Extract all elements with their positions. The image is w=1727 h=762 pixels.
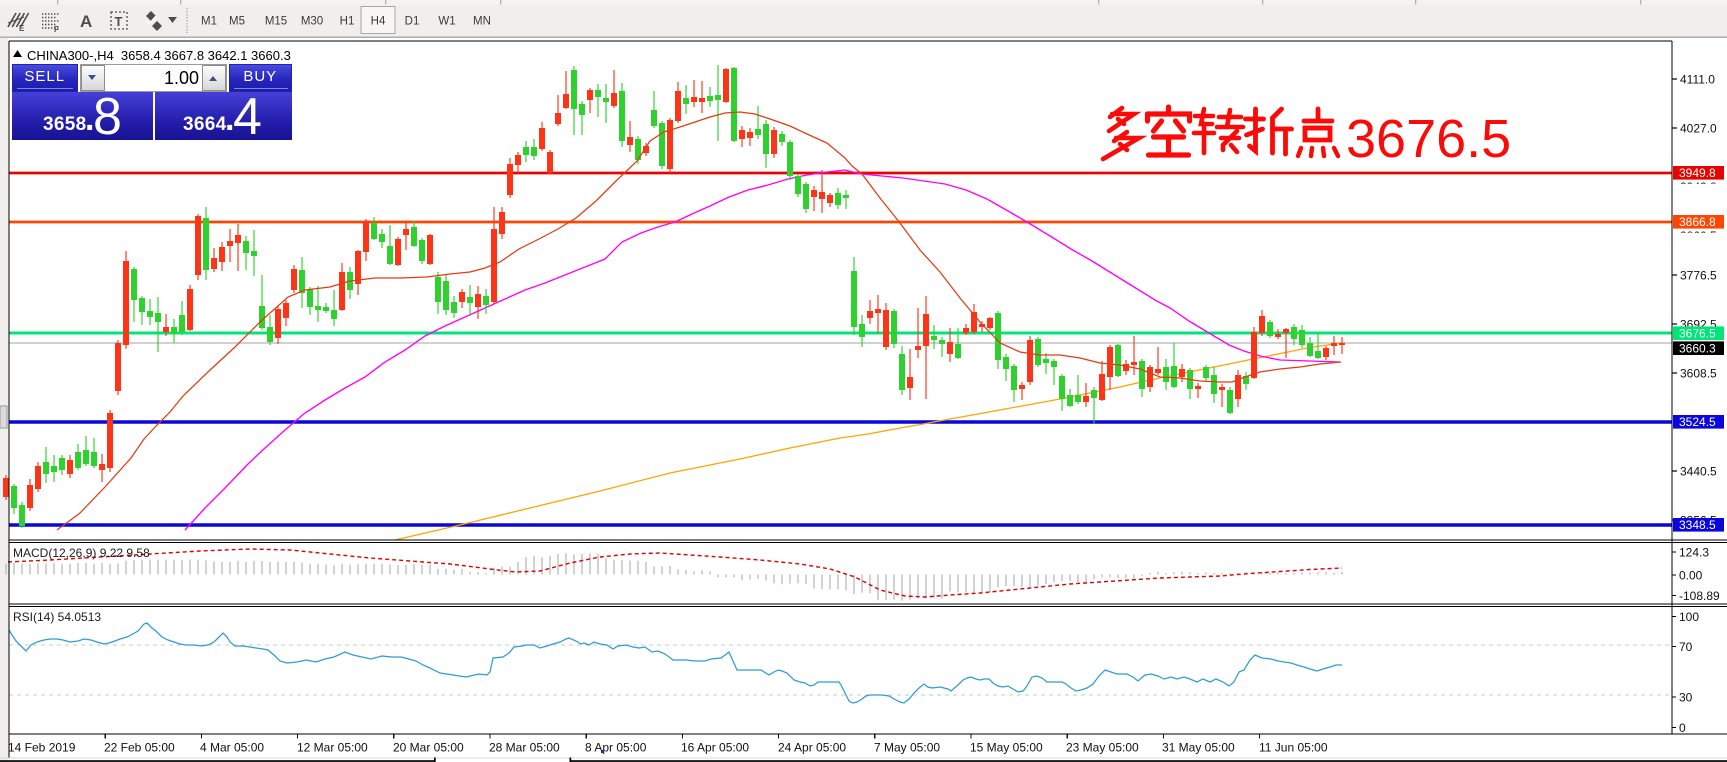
svg-text:3776.5: 3776.5	[1680, 269, 1717, 283]
svg-text:F: F	[54, 25, 59, 34]
svg-text:MACD(12,26,9) 9.22 9.58: MACD(12,26,9) 9.22 9.58	[13, 546, 150, 560]
svg-text:CHINA300-,H4 3658.4 3667.8 36: CHINA300-,H4 3658.4 3667.8 3642.1 3660.3	[27, 48, 291, 63]
svg-text:H1: H1	[340, 16, 355, 28]
svg-text:124.3: 124.3	[1679, 546, 1709, 560]
svg-text:3943.8: 3943.8	[1680, 180, 1717, 194]
svg-text:3440.5: 3440.5	[1680, 465, 1717, 479]
svg-text:20 Mar 05:00: 20 Mar 05:00	[393, 741, 464, 755]
svg-text:8 Apr 05:00: 8 Apr 05:00	[585, 741, 647, 755]
svg-text:14 Feb 2019: 14 Feb 2019	[8, 741, 76, 755]
svg-text:M5: M5	[229, 16, 245, 28]
svg-text:MN: MN	[473, 16, 491, 28]
svg-text:H4: H4	[371, 16, 386, 28]
svg-text:0: 0	[1679, 721, 1686, 735]
svg-text:12 Mar 05:00: 12 Mar 05:00	[297, 741, 368, 755]
svg-text:16 Apr 05:00: 16 Apr 05:00	[681, 741, 749, 755]
svg-text:3348.5: 3348.5	[1679, 518, 1716, 532]
svg-text:23 May 05:00: 23 May 05:00	[1066, 741, 1139, 755]
svg-text:RSI(14) 54.0513: RSI(14) 54.0513	[13, 610, 101, 624]
svg-text:3608.5: 3608.5	[1680, 367, 1717, 381]
svg-text:15 May 05:00: 15 May 05:00	[970, 741, 1043, 755]
svg-text:4 Mar 05:00: 4 Mar 05:00	[200, 741, 264, 755]
svg-text:4027.0: 4027.0	[1680, 122, 1717, 136]
svg-text:A: A	[80, 12, 92, 31]
svg-text:100: 100	[1679, 610, 1699, 624]
svg-text:0.00: 0.00	[1679, 569, 1703, 583]
svg-text:M30: M30	[301, 16, 323, 28]
svg-text:D1: D1	[405, 16, 420, 28]
svg-text:22 Feb 05:00: 22 Feb 05:00	[104, 741, 175, 755]
svg-text:4111.0: 4111.0	[1680, 73, 1715, 87]
svg-text:E: E	[19, 24, 25, 33]
svg-text:3660.3: 3660.3	[1679, 341, 1716, 355]
svg-text:31 May 05:00: 31 May 05:00	[1162, 741, 1235, 755]
svg-text:M1: M1	[201, 16, 217, 28]
svg-text:30: 30	[1679, 691, 1693, 705]
svg-text:3949.8: 3949.8	[1679, 166, 1716, 180]
svg-text:M15: M15	[265, 16, 287, 28]
svg-text:7 May 05:00: 7 May 05:00	[874, 741, 940, 755]
svg-text:3866.8: 3866.8	[1679, 215, 1716, 229]
svg-text:-108.89: -108.89	[1679, 589, 1720, 603]
svg-text:24 Apr 05:00: 24 Apr 05:00	[778, 741, 846, 755]
svg-text:28 Mar 05:00: 28 Mar 05:00	[489, 741, 560, 755]
svg-text:3676.5: 3676.5	[1346, 109, 1511, 169]
svg-text:3524.5: 3524.5	[1679, 415, 1716, 429]
svg-text:T: T	[115, 14, 123, 29]
svg-text:70: 70	[1679, 640, 1693, 654]
svg-text:3860.5: 3860.5	[1680, 229, 1717, 243]
svg-text:11 Jun 05:00: 11 Jun 05:00	[1259, 741, 1328, 755]
svg-text:3676.5: 3676.5	[1679, 326, 1716, 340]
svg-text:W1: W1	[438, 16, 455, 28]
